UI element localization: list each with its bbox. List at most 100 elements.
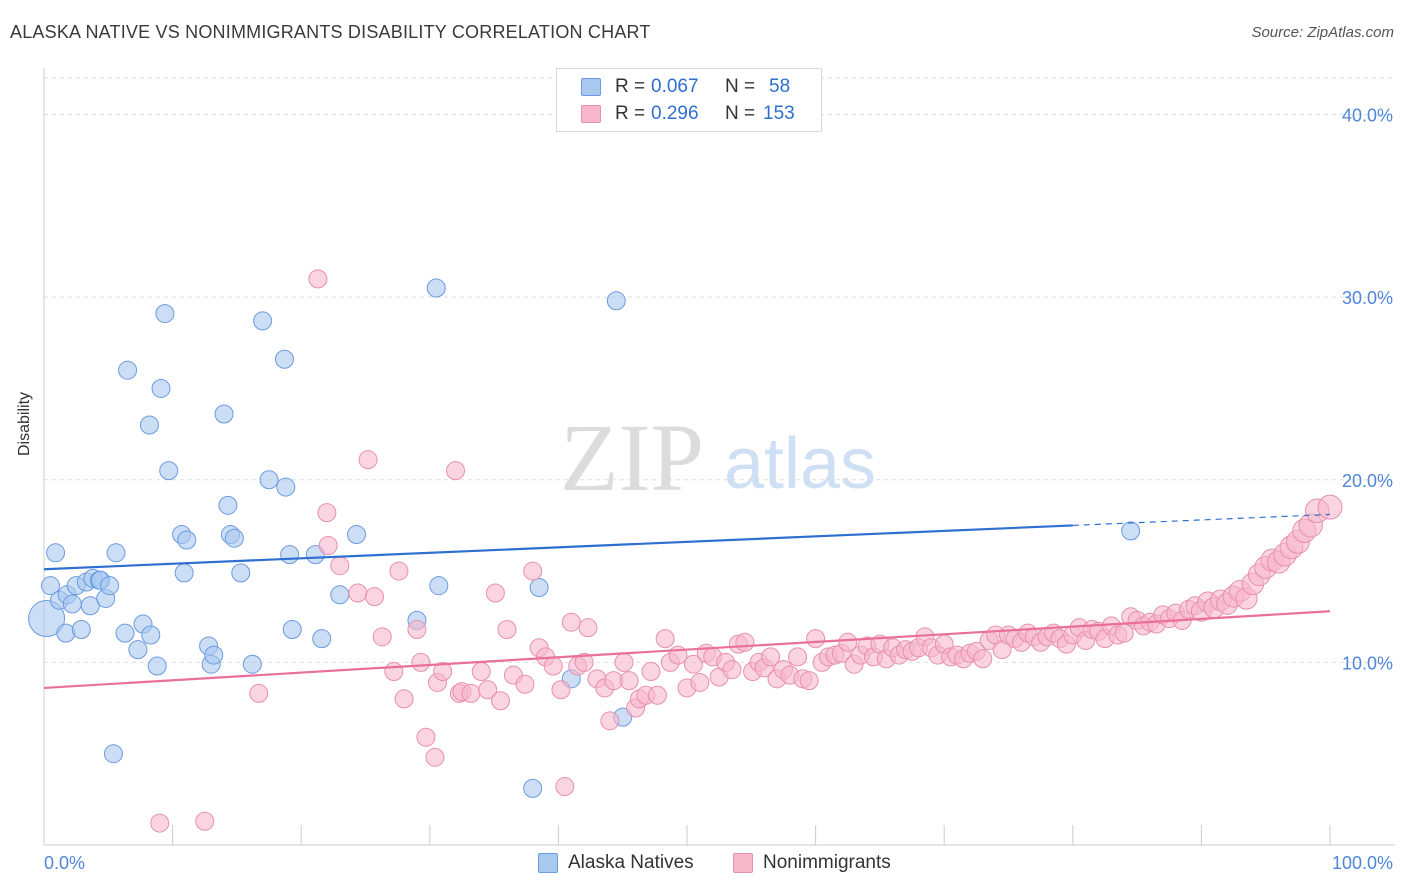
nonimmigrants-point [690, 672, 710, 692]
legend-n-label: N = [725, 76, 756, 97]
nonimmigrants-point [551, 680, 571, 700]
source-label: Source: ZipAtlas.com [1251, 24, 1394, 41]
nonimmigrants-point [614, 652, 634, 672]
nonimmigrants-point [838, 632, 858, 652]
alaska-natives-point [106, 543, 126, 563]
alaska-natives-trendline-extension [1072, 513, 1331, 527]
alaska-natives-point [177, 530, 197, 550]
alaska-natives-point [426, 278, 446, 298]
nonimmigrants-point [249, 683, 269, 703]
nonimmigrants-point [485, 583, 505, 603]
alaska-natives-point [1121, 521, 1141, 541]
bottom-legend-label: Alaska Natives [568, 852, 694, 873]
legend-n-value: 58 [769, 76, 791, 97]
alaska-natives-point [253, 311, 273, 331]
nonimmigrants-point [365, 587, 385, 607]
nonimmigrants-point [735, 632, 755, 652]
nonimmigrants-point [394, 689, 414, 709]
alaska-natives-point [218, 495, 238, 515]
alaska-natives-point [46, 543, 66, 563]
alaska-natives-point [214, 404, 234, 424]
alaska-natives-point [103, 744, 123, 764]
bottom-legend-label: Nonimmigrants [763, 852, 891, 873]
alaska-natives-point [346, 525, 366, 545]
alaska-natives-point [606, 291, 626, 311]
bottom-legend-swatch-pink [733, 853, 753, 873]
legend-row-nonimmigrants: R = 0.296 N = 153 [581, 102, 795, 126]
alaska-natives-point [305, 545, 325, 565]
nonimmigrants-point [407, 620, 427, 640]
alaska-natives-point [80, 596, 100, 616]
y-tick-label: 30.0% [1342, 288, 1393, 308]
nonimmigrants-point [600, 711, 620, 731]
watermark-atlas: atlas [724, 424, 876, 504]
nonimmigrants-point [799, 671, 819, 691]
nonimmigrants-point [358, 450, 378, 470]
nonimmigrants-point [471, 662, 491, 682]
nonimmigrants-point [543, 656, 563, 676]
stats-legend: R = 0.067 N = 58 R = 0.296 N = 153 [556, 68, 822, 132]
alaska-natives-point [523, 778, 543, 798]
nonimmigrants-point [411, 652, 431, 672]
alaska-natives-point [529, 578, 549, 598]
alaska-natives-point [115, 623, 135, 643]
nonimmigrants-point [647, 685, 667, 705]
nonimmigrants-point [318, 536, 338, 556]
y-tick-label: 20.0% [1342, 471, 1393, 491]
nonimmigrants-point [491, 691, 511, 711]
legend-r-label: R = [615, 76, 646, 97]
alaska-natives-point [231, 563, 251, 583]
nonimmigrants-point [425, 747, 445, 767]
nonimmigrants-point [372, 627, 392, 647]
alaska-natives-trendline [43, 524, 1073, 571]
legend-n-label: N = [725, 103, 756, 124]
alaska-natives-point [242, 654, 262, 674]
nonimmigrants-point [578, 618, 598, 638]
alaska-natives-point [139, 415, 159, 435]
chart-title: ALASKA NATIVE VS NONIMMIGRANTS DISABILIT… [10, 22, 651, 42]
alaska-natives-point [204, 645, 224, 665]
alaska-natives-point [224, 528, 244, 548]
legend-row-alaska-natives: R = 0.067 N = 58 [581, 75, 790, 99]
nonimmigrants-point [515, 674, 535, 694]
nonimmigrants-point [348, 583, 368, 603]
watermark-zip: ZIP [560, 404, 704, 511]
alaska-natives-point [141, 625, 161, 645]
legend-r-label: R = [615, 103, 646, 124]
nonimmigrants-point [308, 269, 328, 289]
alaska-natives-point [312, 629, 332, 649]
x-tick-label: 0.0% [44, 853, 85, 873]
nonimmigrants-point [555, 777, 575, 797]
alaska-natives-point [330, 585, 350, 605]
nonimmigrants-point [523, 561, 543, 581]
alaska-natives-point [56, 623, 76, 643]
x-tick-label: 100.0% [1332, 853, 1393, 873]
alaska-natives-point [118, 360, 138, 380]
alaska-natives-point [147, 656, 167, 676]
nonimmigrants-point [389, 561, 409, 581]
alaska-natives-point [276, 477, 296, 497]
alaska-natives-point [280, 545, 300, 565]
nonimmigrants-point [683, 654, 703, 674]
nonimmigrants-point [761, 647, 781, 667]
alaska-natives-point [174, 563, 194, 583]
nonimmigrants-point [195, 811, 215, 831]
alaska-natives-point [40, 576, 60, 596]
bottom-legend-alaska-natives: Alaska Natives [538, 852, 694, 874]
nonimmigrants-point [561, 612, 581, 632]
nonimmigrants-point [416, 727, 436, 747]
nonimmigrants-point [478, 680, 498, 700]
nonimmigrants-point [150, 813, 170, 833]
alaska-natives-point [100, 576, 120, 596]
alaska-natives-point [259, 470, 279, 490]
y-tick-label: 10.0% [1342, 653, 1393, 673]
alaska-natives-point [71, 620, 91, 640]
nonimmigrants-trendline [43, 610, 1331, 690]
bottom-legend-nonimmigrants: Nonimmigrants [733, 852, 891, 874]
nonimmigrants-point [722, 660, 742, 680]
alaska-natives-point [429, 576, 449, 596]
legend-r-value: 0.067 [651, 76, 699, 97]
nonimmigrants-point [806, 629, 826, 649]
legend-n-value: 153 [763, 103, 795, 124]
